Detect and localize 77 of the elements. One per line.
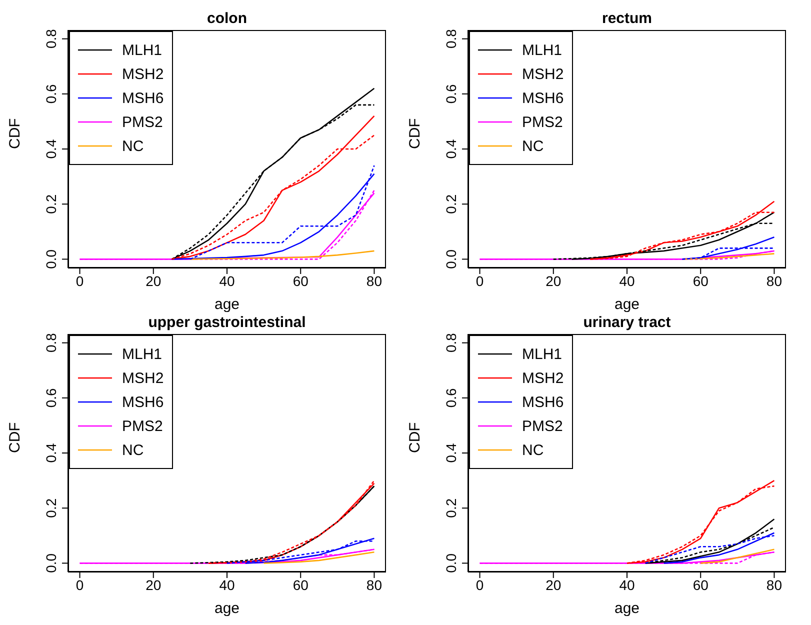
x-tick-label: 60 [292, 272, 309, 289]
x-tick-label: 40 [219, 576, 235, 593]
chart-title: rectum [600, 10, 654, 27]
legend-label: PMS2 [122, 418, 163, 434]
y-tick-label: 0.2 [443, 194, 459, 214]
line-series [190, 250, 375, 260]
legend-label: MLH1 [522, 346, 562, 362]
x-axis-title: age [614, 600, 640, 617]
x-tick-label: 0 [76, 272, 84, 289]
legend-label: NC [522, 442, 544, 458]
y-axis-title: CDF [406, 118, 424, 149]
y-tick-label: 0.0 [443, 249, 459, 269]
y-tick-label: 0.6 [43, 84, 59, 104]
x-axis-title: age [214, 296, 240, 313]
legend-label: MSH2 [522, 370, 564, 386]
x-tick-label: 60 [692, 272, 709, 289]
legend-label: NC [522, 138, 544, 154]
legend-label: MLH1 [122, 346, 162, 362]
y-tick-label: 0.0 [443, 553, 459, 573]
legend-label: MSH6 [122, 394, 164, 410]
y-tick-label: 0.8 [443, 332, 459, 353]
legend-label: MSH6 [122, 90, 164, 106]
y-tick-label: 0.4 [43, 443, 59, 463]
chart-title: upper gastrointestinal [147, 314, 307, 331]
x-tick-label: 80 [366, 272, 382, 289]
legend-label: PMS2 [522, 418, 563, 434]
chart-title: urinary tract [582, 314, 672, 331]
x-tick-label: 20 [146, 272, 162, 289]
legend-label: MLH1 [522, 42, 562, 58]
x-tick-label: 40 [619, 272, 635, 289]
legend-label: MLH1 [122, 42, 162, 58]
legend-label: MSH6 [522, 394, 564, 410]
y-tick-label: 0.2 [443, 498, 459, 518]
line-series [700, 548, 775, 564]
x-tick-label: 60 [692, 576, 709, 593]
y-tick-label: 0.2 [43, 194, 59, 214]
y-axis-title: CDF [6, 118, 24, 149]
y-tick-label: 0.4 [43, 139, 59, 159]
y-tick-label: 0.8 [443, 28, 459, 49]
legend-label: NC [122, 138, 144, 154]
line-series [226, 540, 375, 564]
y-tick-label: 0.8 [43, 332, 59, 353]
y-tick-label: 0.6 [443, 388, 459, 408]
x-tick-label: 60 [292, 576, 309, 593]
x-tick-label: 80 [766, 576, 782, 593]
y-axis-title: CDF [406, 422, 424, 453]
legend-label: MSH6 [522, 90, 564, 106]
line-series [644, 534, 775, 564]
y-tick-label: 0.2 [43, 498, 59, 518]
y-tick-label: 0.6 [443, 84, 459, 104]
y-axis-title: CDF [6, 422, 24, 453]
legend-label: PMS2 [522, 114, 563, 130]
y-tick-label: 0.8 [43, 28, 59, 49]
legend-label: MSH2 [122, 66, 164, 82]
x-tick-label: 0 [476, 272, 484, 289]
x-tick-label: 0 [476, 576, 484, 593]
legend-label: MSH2 [522, 66, 564, 82]
x-axis-title: age [214, 600, 240, 617]
x-tick-label: 20 [546, 576, 562, 593]
x-tick-label: 40 [219, 272, 235, 289]
x-tick-label: 40 [619, 576, 635, 593]
x-tick-label: 20 [546, 272, 562, 289]
legend-label: NC [122, 442, 144, 458]
y-tick-label: 0.4 [443, 139, 459, 159]
chart-title: colon [206, 10, 248, 27]
y-tick-label: 0.0 [43, 553, 59, 573]
y-tick-label: 0.4 [443, 443, 459, 463]
y-tick-label: 0.6 [43, 388, 59, 408]
x-tick-label: 0 [76, 576, 84, 593]
y-tick-label: 0.0 [43, 249, 59, 269]
x-axis-title: age [614, 296, 640, 313]
line-series [263, 552, 375, 564]
legend-label: MSH2 [122, 370, 164, 386]
x-tick-label: 80 [366, 576, 382, 593]
x-tick-label: 80 [766, 272, 782, 289]
legend-label: PMS2 [122, 114, 163, 130]
x-tick-label: 20 [146, 576, 162, 593]
